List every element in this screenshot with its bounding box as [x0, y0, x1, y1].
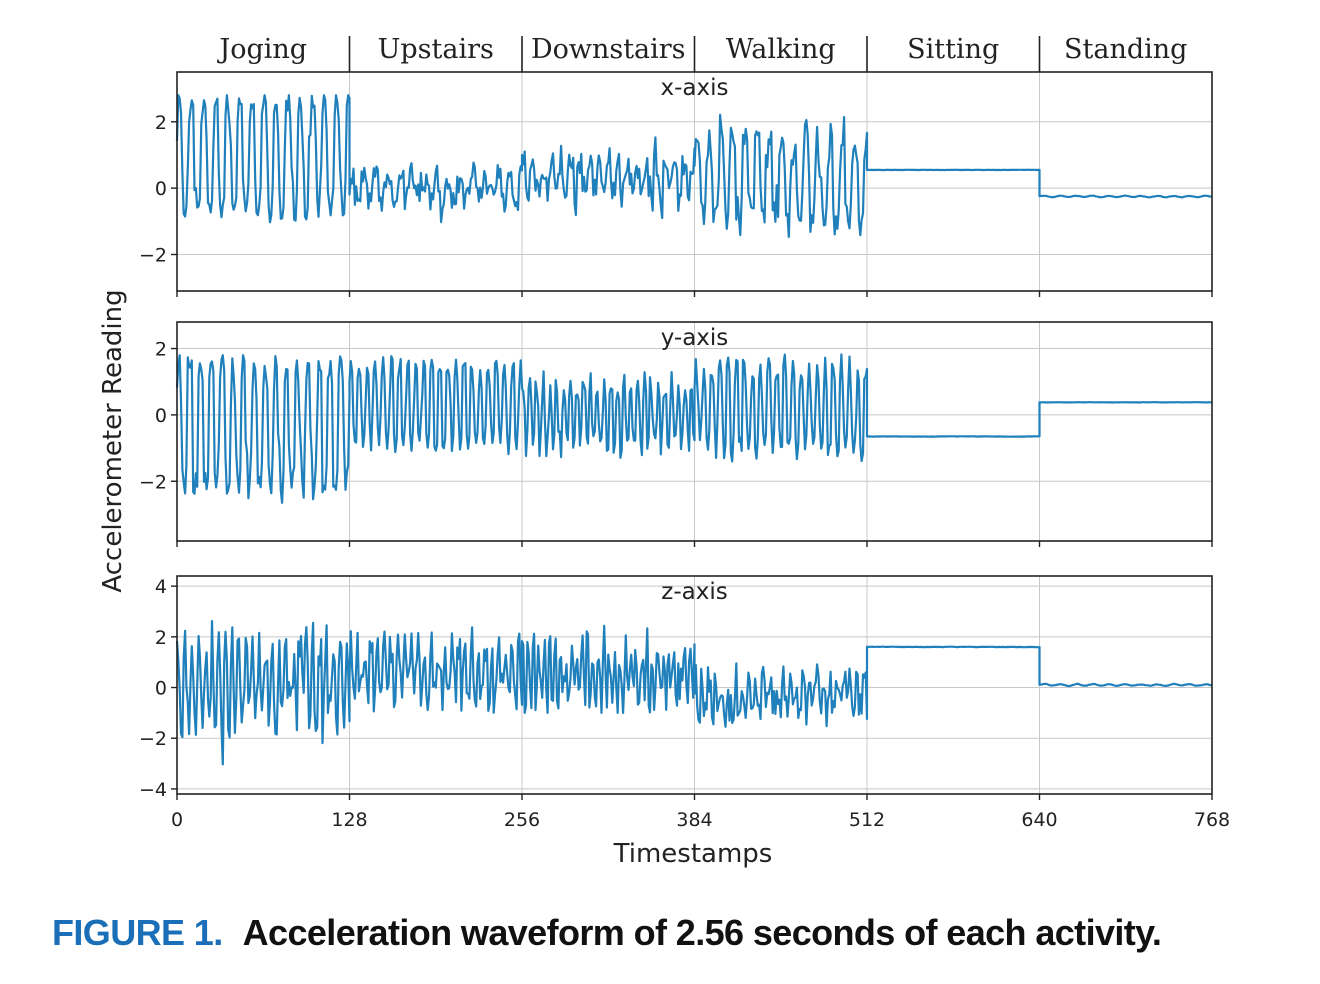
activity-label-upstairs: Upstairs [378, 34, 494, 65]
panel-y-axis: 2 0 −2 y-axis [139, 321, 1213, 547]
y-tick-label: 4 [155, 576, 167, 598]
x-tick-label: 128 [331, 809, 367, 831]
x-axis-title: Timestamps [613, 839, 773, 869]
caption-label: FIGURE 1. [52, 912, 223, 953]
activity-label-joging: Joging [216, 34, 307, 65]
y-tick-label: 2 [155, 627, 167, 649]
series-line-y-axis [175, 353, 1212, 504]
activity-label-walking: Walking [726, 34, 836, 65]
activity-label-sitting: Sitting [907, 34, 999, 65]
x-tick-label: 384 [676, 809, 712, 831]
activity-label-standing: Standing [1064, 34, 1187, 65]
x-tick-label: 768 [1194, 809, 1230, 831]
activity-label-downstairs: Downstairs [531, 34, 686, 65]
panel-x-axis: 2 0 −2 x-axis [139, 71, 1213, 297]
panel-title: z-axis [661, 579, 727, 605]
y-tick-label: 0 [155, 678, 167, 700]
panel-title: x-axis [661, 75, 729, 101]
series-line-z-axis [175, 620, 1213, 766]
panel-z-axis: 4 2 0 −2 −4 z-axis [139, 575, 1213, 801]
panel-title: y-axis [661, 325, 729, 351]
chart-panels: 2 0 −2 x-axis 2 0 −2 y-axis 4 2 0 −2 −4 z-axis [139, 71, 1213, 801]
y-tick-label: 2 [155, 112, 167, 134]
activity-labels: Joging Upstairs Downstairs Walking Sitting St… [216, 34, 1187, 72]
x-tick-label: 512 [849, 809, 885, 831]
x-tick-label: 640 [1021, 809, 1057, 831]
x-axis-ticks: 0 128 256 384 512 640 768 [171, 809, 1230, 831]
x-tick-label: 0 [171, 809, 183, 831]
series-line-x-axis [175, 94, 1213, 239]
y-tick-label: 2 [155, 339, 167, 361]
figure-caption: FIGURE 1. Acceleration waveform of 2.56 s… [52, 912, 1162, 954]
y-tick-label: −4 [139, 779, 167, 801]
y-tick-label: 0 [155, 178, 167, 200]
y-tick-label: −2 [139, 728, 167, 750]
x-tick-label: 256 [504, 809, 540, 831]
caption-text: Acceleration waveform of 2.56 seconds of… [242, 912, 1162, 953]
y-axis-title: Accelerometer Reading [98, 289, 128, 592]
panel-frame [176, 575, 1213, 795]
y-tick-label: −2 [139, 245, 167, 267]
panel-frame [176, 71, 1213, 292]
y-tick-label: 0 [155, 405, 167, 427]
panel-frame [176, 321, 1213, 542]
y-tick-label: −2 [139, 471, 167, 493]
